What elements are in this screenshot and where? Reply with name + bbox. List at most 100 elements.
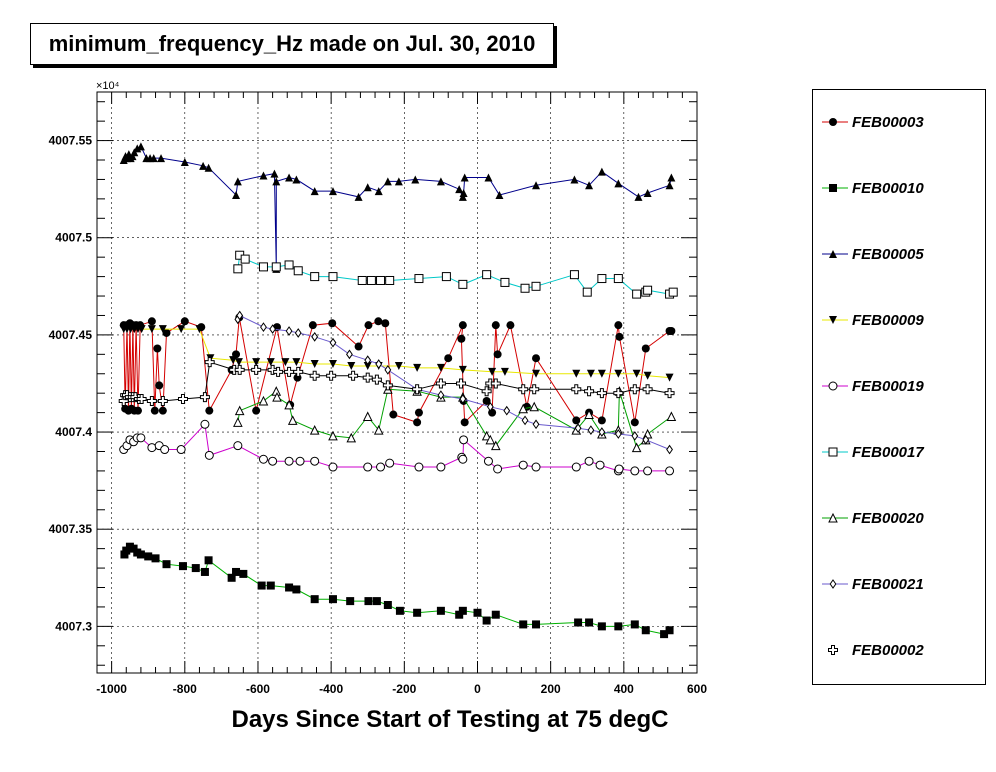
data-point [364, 355, 372, 366]
data-point [383, 177, 392, 186]
data-point [328, 272, 338, 282]
data-point [518, 403, 529, 414]
data-point [666, 411, 677, 422]
data-point [572, 416, 581, 425]
data-point [643, 285, 653, 295]
data-point [234, 364, 245, 375]
legend-label: FEB00019 [852, 378, 924, 395]
data-point [436, 462, 446, 472]
data-point [258, 454, 268, 464]
data-point [459, 394, 467, 404]
data-point [488, 367, 497, 376]
data-point [643, 466, 653, 476]
data-point [354, 192, 363, 201]
data-point [495, 190, 504, 199]
data-point [191, 564, 200, 573]
data-point [326, 370, 337, 381]
data-point [371, 374, 382, 385]
data-point [630, 620, 639, 629]
data-point [585, 181, 594, 190]
y-tick-label: 4007.45 [49, 328, 93, 342]
data-point [521, 415, 529, 426]
data-point [346, 432, 357, 443]
legend-label: FEB00003 [852, 114, 924, 131]
x-tick-label: -200 [392, 682, 416, 696]
data-point [500, 367, 509, 376]
data-point [597, 274, 607, 284]
data-point [458, 606, 467, 615]
data-point [284, 456, 294, 466]
data-point [597, 416, 606, 425]
data-point [458, 321, 467, 330]
data-point [632, 289, 642, 299]
data-point [458, 279, 468, 289]
legend-entry: FEB00005 [822, 246, 924, 263]
data-point [376, 275, 386, 285]
data-point [199, 161, 208, 170]
data-point [597, 167, 606, 176]
data-point [232, 567, 241, 576]
data-point [284, 399, 294, 410]
legend-entry: FEB00010 [822, 180, 924, 197]
data-point [614, 622, 623, 631]
data-point [482, 396, 491, 405]
x-tick-label: -400 [319, 682, 343, 696]
data-point [586, 369, 595, 378]
data-point [204, 556, 213, 565]
data-point [456, 378, 467, 389]
data-point [490, 378, 501, 389]
data-point [632, 369, 641, 378]
data-point [436, 363, 445, 372]
data-point [285, 326, 293, 336]
data-point [273, 366, 284, 377]
data-point [641, 344, 650, 353]
data-point [413, 608, 422, 617]
series-FEB00005 [119, 142, 676, 273]
data-point [136, 142, 145, 151]
data-point [373, 424, 384, 435]
data-point [233, 264, 243, 274]
data-point [481, 430, 492, 441]
x-tick-label: 0 [474, 682, 481, 696]
data-point [518, 384, 529, 395]
data-point [414, 462, 424, 472]
data-point [251, 364, 262, 375]
data-point [411, 175, 420, 184]
data-point [200, 567, 209, 576]
data-point [664, 388, 675, 399]
data-point [232, 190, 241, 199]
data-point [485, 434, 496, 445]
data-point [239, 569, 248, 578]
legend-entry: FEB00020 [822, 510, 924, 527]
data-point [293, 266, 303, 276]
data-point [309, 424, 320, 435]
data-point [414, 274, 424, 284]
data-point [436, 177, 445, 186]
data-point [458, 365, 467, 374]
data-point [354, 342, 363, 351]
data-point [643, 189, 652, 198]
data-point [667, 173, 676, 182]
data-point [532, 620, 541, 629]
data-point [458, 454, 468, 464]
data-point [503, 405, 511, 416]
data-point [151, 554, 160, 563]
data-point [268, 456, 278, 466]
data-point [328, 595, 337, 604]
data-point [441, 272, 451, 282]
data-point [436, 606, 445, 615]
legend-label: FEB00017 [852, 444, 924, 461]
data-point [582, 287, 592, 297]
data-point [473, 608, 482, 617]
data-point [641, 626, 650, 635]
x-axis-label: Days Since Start of Testing at 75 degC [231, 706, 669, 733]
legend-marker [829, 316, 837, 324]
data-point [587, 425, 595, 435]
data-point [177, 325, 186, 334]
data-point [136, 433, 146, 443]
legend-entry: FEB00017 [822, 444, 924, 461]
legend-entry: FEB00002 [828, 642, 924, 659]
data-point [366, 275, 376, 285]
